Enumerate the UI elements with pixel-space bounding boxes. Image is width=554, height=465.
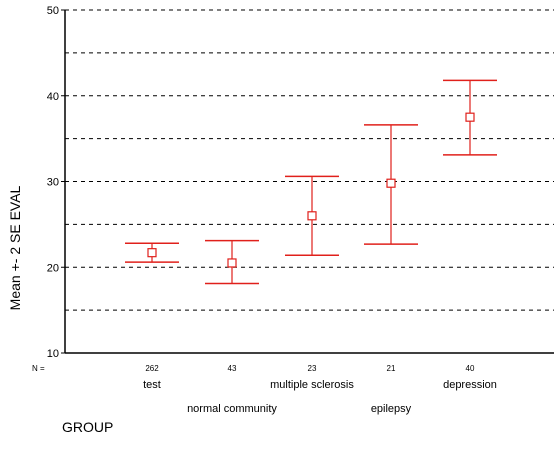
mean-marker bbox=[147, 248, 157, 258]
mean-marker bbox=[386, 178, 396, 188]
y-tick-label: 10 bbox=[47, 348, 59, 360]
y-tick-label: 20 bbox=[47, 262, 59, 274]
category-label: multiple sclerosis bbox=[270, 379, 354, 391]
n-value: 43 bbox=[228, 364, 237, 373]
y-tick-label: 50 bbox=[47, 5, 59, 17]
mean-marker bbox=[227, 258, 237, 268]
x-labels: 262 test 43 normal community 23 multiple scle… bbox=[143, 364, 497, 415]
n-label: N = bbox=[32, 364, 45, 373]
category-label: normal community bbox=[187, 403, 277, 415]
n-value: 23 bbox=[308, 364, 317, 373]
y-tick-label: 40 bbox=[47, 91, 59, 103]
error-bar bbox=[285, 175, 339, 256]
error-bar bbox=[125, 242, 179, 263]
category-label: epilepsy bbox=[371, 403, 412, 415]
mean-marker bbox=[307, 211, 317, 221]
error-bars bbox=[125, 79, 497, 285]
y-tick-label: 30 bbox=[47, 177, 59, 189]
gridlines bbox=[65, 9, 554, 311]
category-label: depression bbox=[443, 379, 497, 391]
error-bar bbox=[443, 79, 497, 156]
error-bar bbox=[205, 239, 259, 285]
mean-marker bbox=[465, 112, 475, 122]
n-value: 40 bbox=[466, 364, 475, 373]
error-bar bbox=[364, 124, 418, 245]
n-value: 262 bbox=[145, 364, 159, 373]
x-axis-label: GROUP bbox=[62, 419, 113, 435]
y-ticks: 10 20 30 40 50 bbox=[47, 5, 65, 360]
category-label: test bbox=[143, 379, 161, 391]
n-value: 21 bbox=[387, 364, 396, 373]
y-axis-label: Mean +- 2 SE EVAL bbox=[7, 185, 23, 310]
